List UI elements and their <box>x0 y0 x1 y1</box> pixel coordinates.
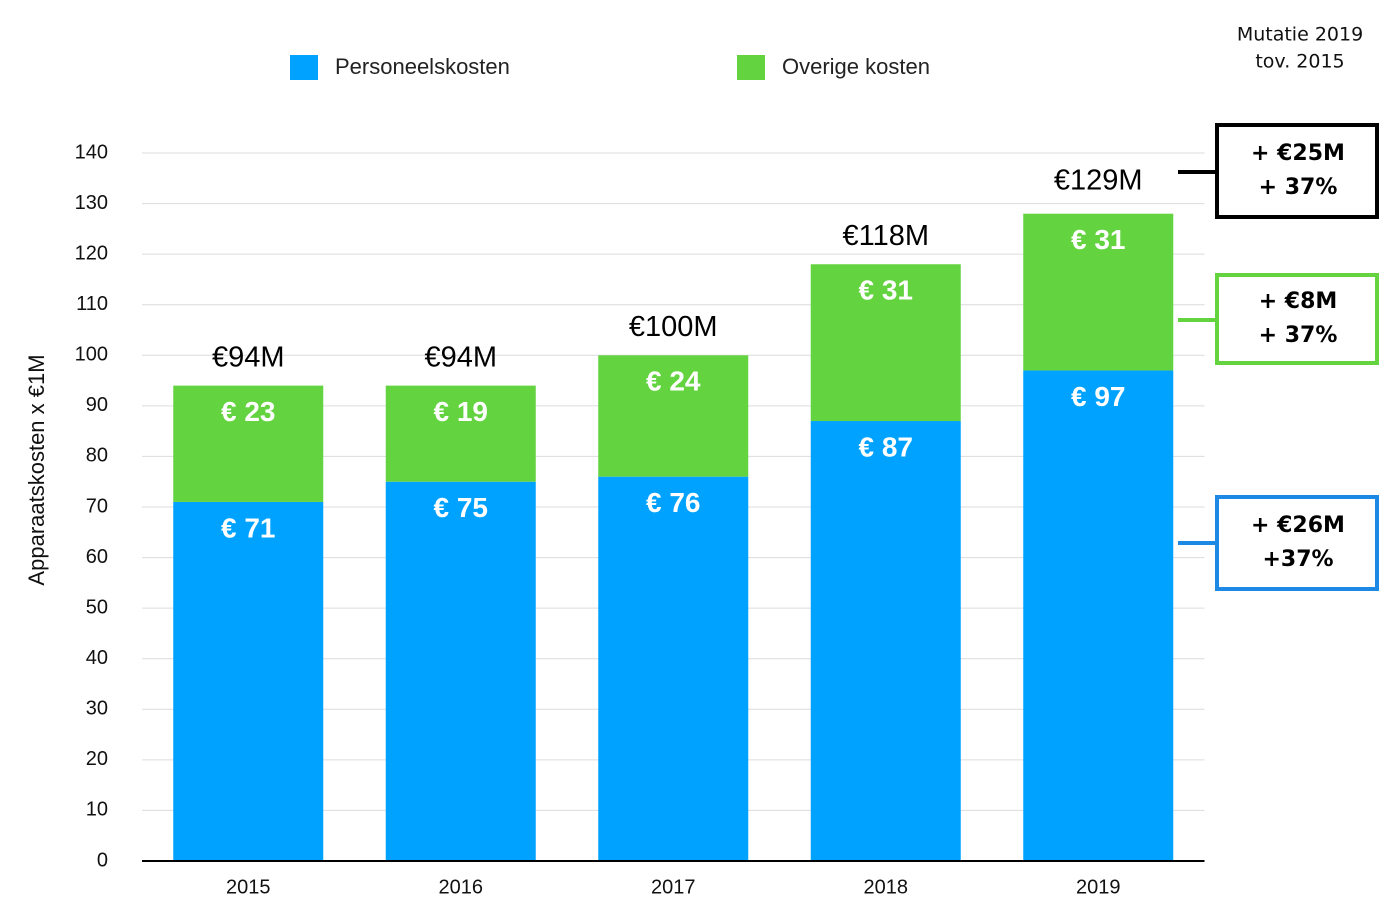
annotation-text: +37% <box>1262 547 1333 572</box>
annotation-text: + 37% <box>1259 175 1338 200</box>
total-label: €100M <box>629 311 718 343</box>
annotation-box <box>1215 273 1379 365</box>
y-tick-label: 120 <box>75 242 108 264</box>
value-label: € 75 <box>434 492 489 523</box>
x-tick-label: 2018 <box>864 876 909 898</box>
value-label: € 31 <box>1071 224 1126 255</box>
bar-segment <box>173 501 324 861</box>
y-tick-label: 100 <box>75 344 108 366</box>
y-tick-label: 110 <box>76 293 108 315</box>
x-tick-label: 2019 <box>1076 876 1121 898</box>
y-tick-label: 30 <box>86 698 108 720</box>
annotation-title: tov. 2015 <box>1255 51 1344 73</box>
legend-label: Personeelskosten <box>335 54 510 79</box>
bar-segment <box>173 385 324 502</box>
y-tick-label: 80 <box>86 445 108 467</box>
annotation-title: Mutatie 2019 <box>1237 24 1363 46</box>
total-label: €118M <box>842 220 929 252</box>
bar-segment <box>598 355 749 477</box>
bar-segment <box>385 481 536 861</box>
bar-segment <box>1023 213 1174 371</box>
y-tick-label: 50 <box>86 596 108 618</box>
bar-segment <box>810 264 961 422</box>
value-label: € 24 <box>646 366 701 397</box>
legend-swatch <box>737 55 765 80</box>
value-label: € 76 <box>646 487 701 518</box>
bar-segment <box>385 385 536 482</box>
y-tick-label: 60 <box>86 546 108 568</box>
legend-swatch <box>290 55 318 80</box>
value-label: € 19 <box>434 396 489 427</box>
total-label: €94M <box>424 341 497 373</box>
value-label: € 31 <box>859 275 914 306</box>
x-tick-label: 2015 <box>226 876 271 898</box>
y-tick-label: 90 <box>86 394 108 416</box>
y-axis-label: Apparaatskosten x €1M <box>24 354 49 585</box>
y-tick-label: 40 <box>86 647 108 669</box>
annotation-box <box>1215 123 1379 219</box>
annotation-text: + €26M <box>1251 513 1345 538</box>
value-label: € 97 <box>1071 381 1126 412</box>
x-tick-label: 2017 <box>651 876 696 898</box>
y-tick-label: 140 <box>75 141 108 163</box>
total-label: €94M <box>212 341 285 373</box>
bar-segment <box>1023 370 1174 861</box>
annotation-text: + 37% <box>1259 323 1338 348</box>
y-tick-label: 20 <box>86 748 108 770</box>
value-label: € 71 <box>221 512 276 543</box>
bar-segment <box>810 421 961 861</box>
y-tick-label: 0 <box>97 849 108 871</box>
legend-label: Overige kosten <box>782 54 930 79</box>
annotation-text: + €8M <box>1259 289 1338 314</box>
y-tick-label: 70 <box>86 495 108 517</box>
annotation-box <box>1215 495 1379 591</box>
y-tick-label: 10 <box>86 799 108 821</box>
value-label: € 23 <box>221 396 276 427</box>
y-tick-label: 130 <box>75 192 108 214</box>
bar-segment <box>598 476 749 861</box>
total-label: €129M <box>1054 164 1143 196</box>
value-label: € 87 <box>859 431 914 462</box>
annotation-text: + €25M <box>1251 141 1345 166</box>
x-tick-label: 2016 <box>439 876 484 898</box>
